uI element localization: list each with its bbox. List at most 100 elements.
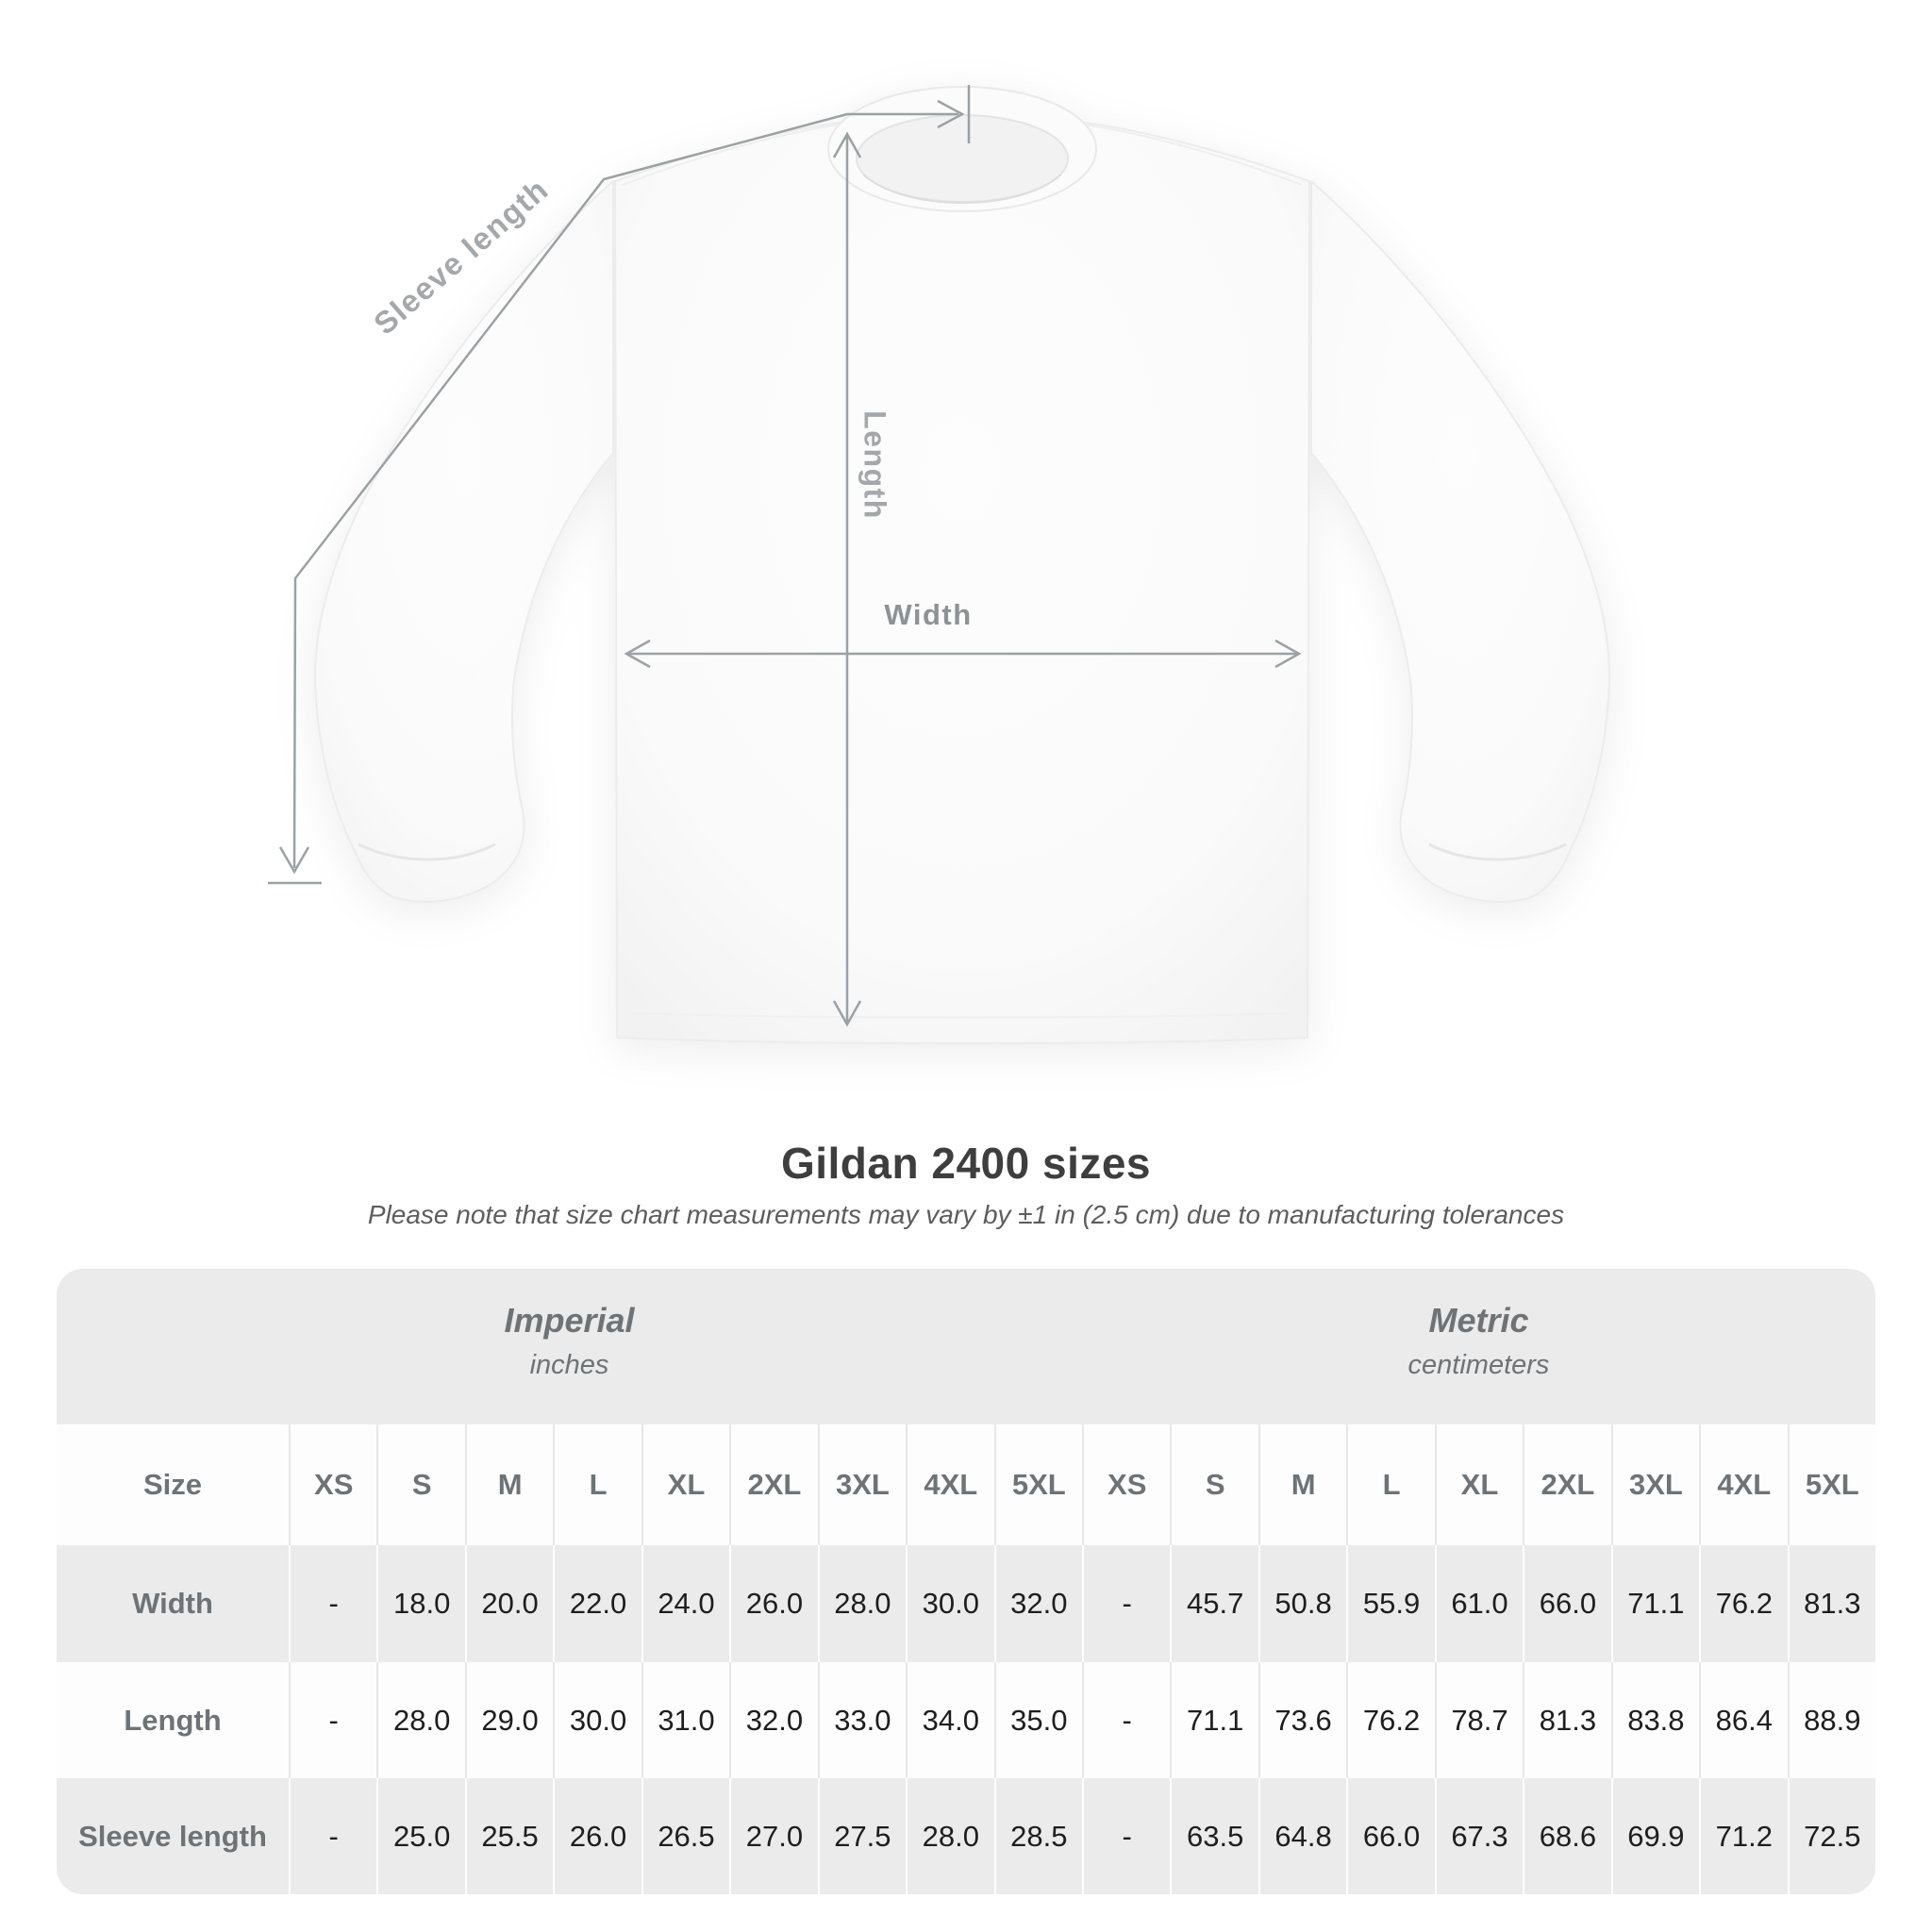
length-metric-l: 76.2 [1346, 1662, 1435, 1778]
size-header-imperial-3xl: 3XL [817, 1424, 907, 1545]
row-label-sleeve-length: Sleeve length [78, 1819, 267, 1853]
sleeve-length-imperial-2xl: 27.0 [729, 1778, 817, 1894]
length-metric-s: 71.1 [1170, 1662, 1258, 1778]
size-header-imperial-l: L [553, 1424, 641, 1545]
width-imperial-5xl: 32.0 [993, 1545, 1082, 1662]
imperial-header: Imperial [504, 1301, 635, 1340]
width-metric-3xl: 71.1 [1610, 1545, 1699, 1662]
shirt-shape [314, 86, 1610, 1044]
length-metric-2xl: 81.3 [1523, 1662, 1611, 1778]
size-header-imperial-xl: XL [641, 1424, 730, 1545]
sleeve-length-imperial-4xl: 28.0 [906, 1778, 993, 1894]
size-header-imperial-5xl: 5XL [993, 1424, 1082, 1545]
sleeve-length-imperial-l: 26.0 [553, 1778, 641, 1894]
shirt-right-sleeve [1310, 180, 1610, 903]
measurement-lines [268, 85, 1302, 1027]
page-subtitle: Please note that size chart measurements… [367, 1200, 1565, 1229]
width-metric-s: 45.7 [1170, 1545, 1257, 1662]
sleeve-length-metric-s: 63.5 [1170, 1778, 1257, 1894]
size-header-imperial-xs: XS [289, 1424, 377, 1545]
width-imperial-m: 20.0 [464, 1545, 553, 1662]
length-metric-xl: 78.7 [1434, 1662, 1524, 1778]
page-title: Gildan 2400 sizes [780, 1139, 1152, 1188]
metric-unit-label: centimeters [1407, 1350, 1550, 1380]
length-metric-m: 73.6 [1257, 1662, 1347, 1778]
size-header-metric-xs: XS [1081, 1424, 1171, 1545]
sleeve-length-metric-4xl: 71.2 [1699, 1778, 1787, 1894]
width-metric-xs: - [1081, 1545, 1170, 1662]
size-header-metric-5xl: 5XL [1787, 1424, 1875, 1545]
width-imperial-3xl: 28.0 [817, 1545, 906, 1662]
width-imperial-xs: - [289, 1545, 376, 1662]
metric-header: Metric [1428, 1301, 1529, 1340]
length-measure-label: Length [858, 410, 892, 520]
sleeve-length-imperial-5xl: 28.5 [993, 1778, 1082, 1894]
length-imperial-m: 29.0 [464, 1662, 554, 1778]
size-header-metric-l: L [1346, 1424, 1435, 1545]
size-header-metric-m: M [1257, 1424, 1347, 1545]
width-imperial-4xl: 30.0 [906, 1545, 993, 1662]
length-metric-3xl: 83.8 [1610, 1662, 1700, 1778]
collar [827, 86, 1097, 212]
sleeve-length-imperial-m: 25.5 [464, 1778, 553, 1894]
width-metric-m: 50.8 [1257, 1545, 1346, 1662]
sleeve-length-imperial-3xl: 27.5 [817, 1778, 906, 1894]
imperial-unit-group: Imperial inches [57, 1269, 1082, 1424]
width-measure-label: Width [884, 598, 973, 631]
length-line [832, 131, 862, 1027]
shirt-illustration [268, 85, 1610, 1044]
length-imperial-2xl: 32.0 [729, 1662, 818, 1778]
size-header-imperial-s: S [376, 1424, 465, 1545]
left-cuff-seam [358, 842, 496, 861]
sleeve-length-metric-xl: 67.3 [1434, 1778, 1523, 1894]
sleeve-length-line [268, 85, 971, 885]
size-header-metric-3xl: 3XL [1610, 1424, 1700, 1545]
size-header-metric-s: S [1170, 1424, 1258, 1545]
sleeve-length-imperial-xl: 26.5 [641, 1778, 729, 1894]
size-column-header: Size [57, 1424, 289, 1545]
length-imperial-xl: 31.0 [641, 1662, 730, 1778]
sleeve-length-imperial-xs: - [289, 1778, 376, 1894]
length-imperial-l: 30.0 [553, 1662, 641, 1778]
sleeve-length-imperial-s: 25.0 [376, 1778, 464, 1894]
row-label-width: Width [132, 1587, 213, 1620]
row-label-length: Length [57, 1662, 289, 1778]
size-chart-table: Imperial inches Metric centimeters Size X… [57, 1269, 1875, 1894]
length-imperial-3xl: 33.0 [817, 1662, 907, 1778]
width-metric-5xl: 81.3 [1787, 1545, 1875, 1662]
sleeve-length-metric-xs: - [1081, 1778, 1170, 1894]
length-imperial-s: 28.0 [376, 1662, 465, 1778]
sleeve-length-metric-2xl: 68.6 [1523, 1778, 1610, 1894]
width-metric-xl: 61.0 [1434, 1545, 1523, 1662]
metric-unit-group: Metric centimeters [1082, 1269, 1875, 1424]
length-metric-4xl: 86.4 [1699, 1662, 1788, 1778]
size-header-imperial-4xl: 4XL [906, 1424, 994, 1545]
shirt-diagram: Sleeve length Length Width [268, 85, 1610, 1044]
width-imperial-s: 18.0 [376, 1545, 464, 1662]
length-metric-5xl: 88.9 [1787, 1662, 1875, 1778]
width-imperial-2xl: 26.0 [729, 1545, 817, 1662]
unit-header-row: Imperial inches Metric centimeters [57, 1269, 1875, 1424]
width-imperial-l: 22.0 [553, 1545, 641, 1662]
width-metric-2xl: 66.0 [1523, 1545, 1610, 1662]
shirt-body [614, 119, 1310, 1044]
length-imperial-4xl: 34.0 [906, 1662, 994, 1778]
width-metric-l: 55.9 [1346, 1545, 1434, 1662]
size-header-metric-4xl: 4XL [1699, 1424, 1788, 1545]
size-header-metric-xl: XL [1434, 1424, 1524, 1545]
right-cuff-seam [1428, 842, 1567, 861]
size-header-imperial-2xl: 2XL [729, 1424, 818, 1545]
sleeve-length-metric-3xl: 69.9 [1610, 1778, 1699, 1894]
hem-seam [629, 1012, 1295, 1019]
sleeve-length-metric-5xl: 72.5 [1787, 1778, 1875, 1894]
width-line [624, 639, 1302, 669]
sleeve-length-metric-l: 66.0 [1346, 1778, 1434, 1894]
length-metric-xs: - [1081, 1662, 1171, 1778]
imperial-unit-label: inches [529, 1350, 609, 1380]
shirt-left-sleeve [314, 180, 614, 903]
length-imperial-5xl: 35.0 [993, 1662, 1082, 1778]
size-grid: Size XS S M L XL 2XL 3XL 4XL 5XL XS S M L XL 2XL 3XL 4XL 5… [57, 1424, 1875, 1894]
size-header-imperial-m: M [464, 1424, 554, 1545]
size-header-metric-2xl: 2XL [1523, 1424, 1611, 1545]
